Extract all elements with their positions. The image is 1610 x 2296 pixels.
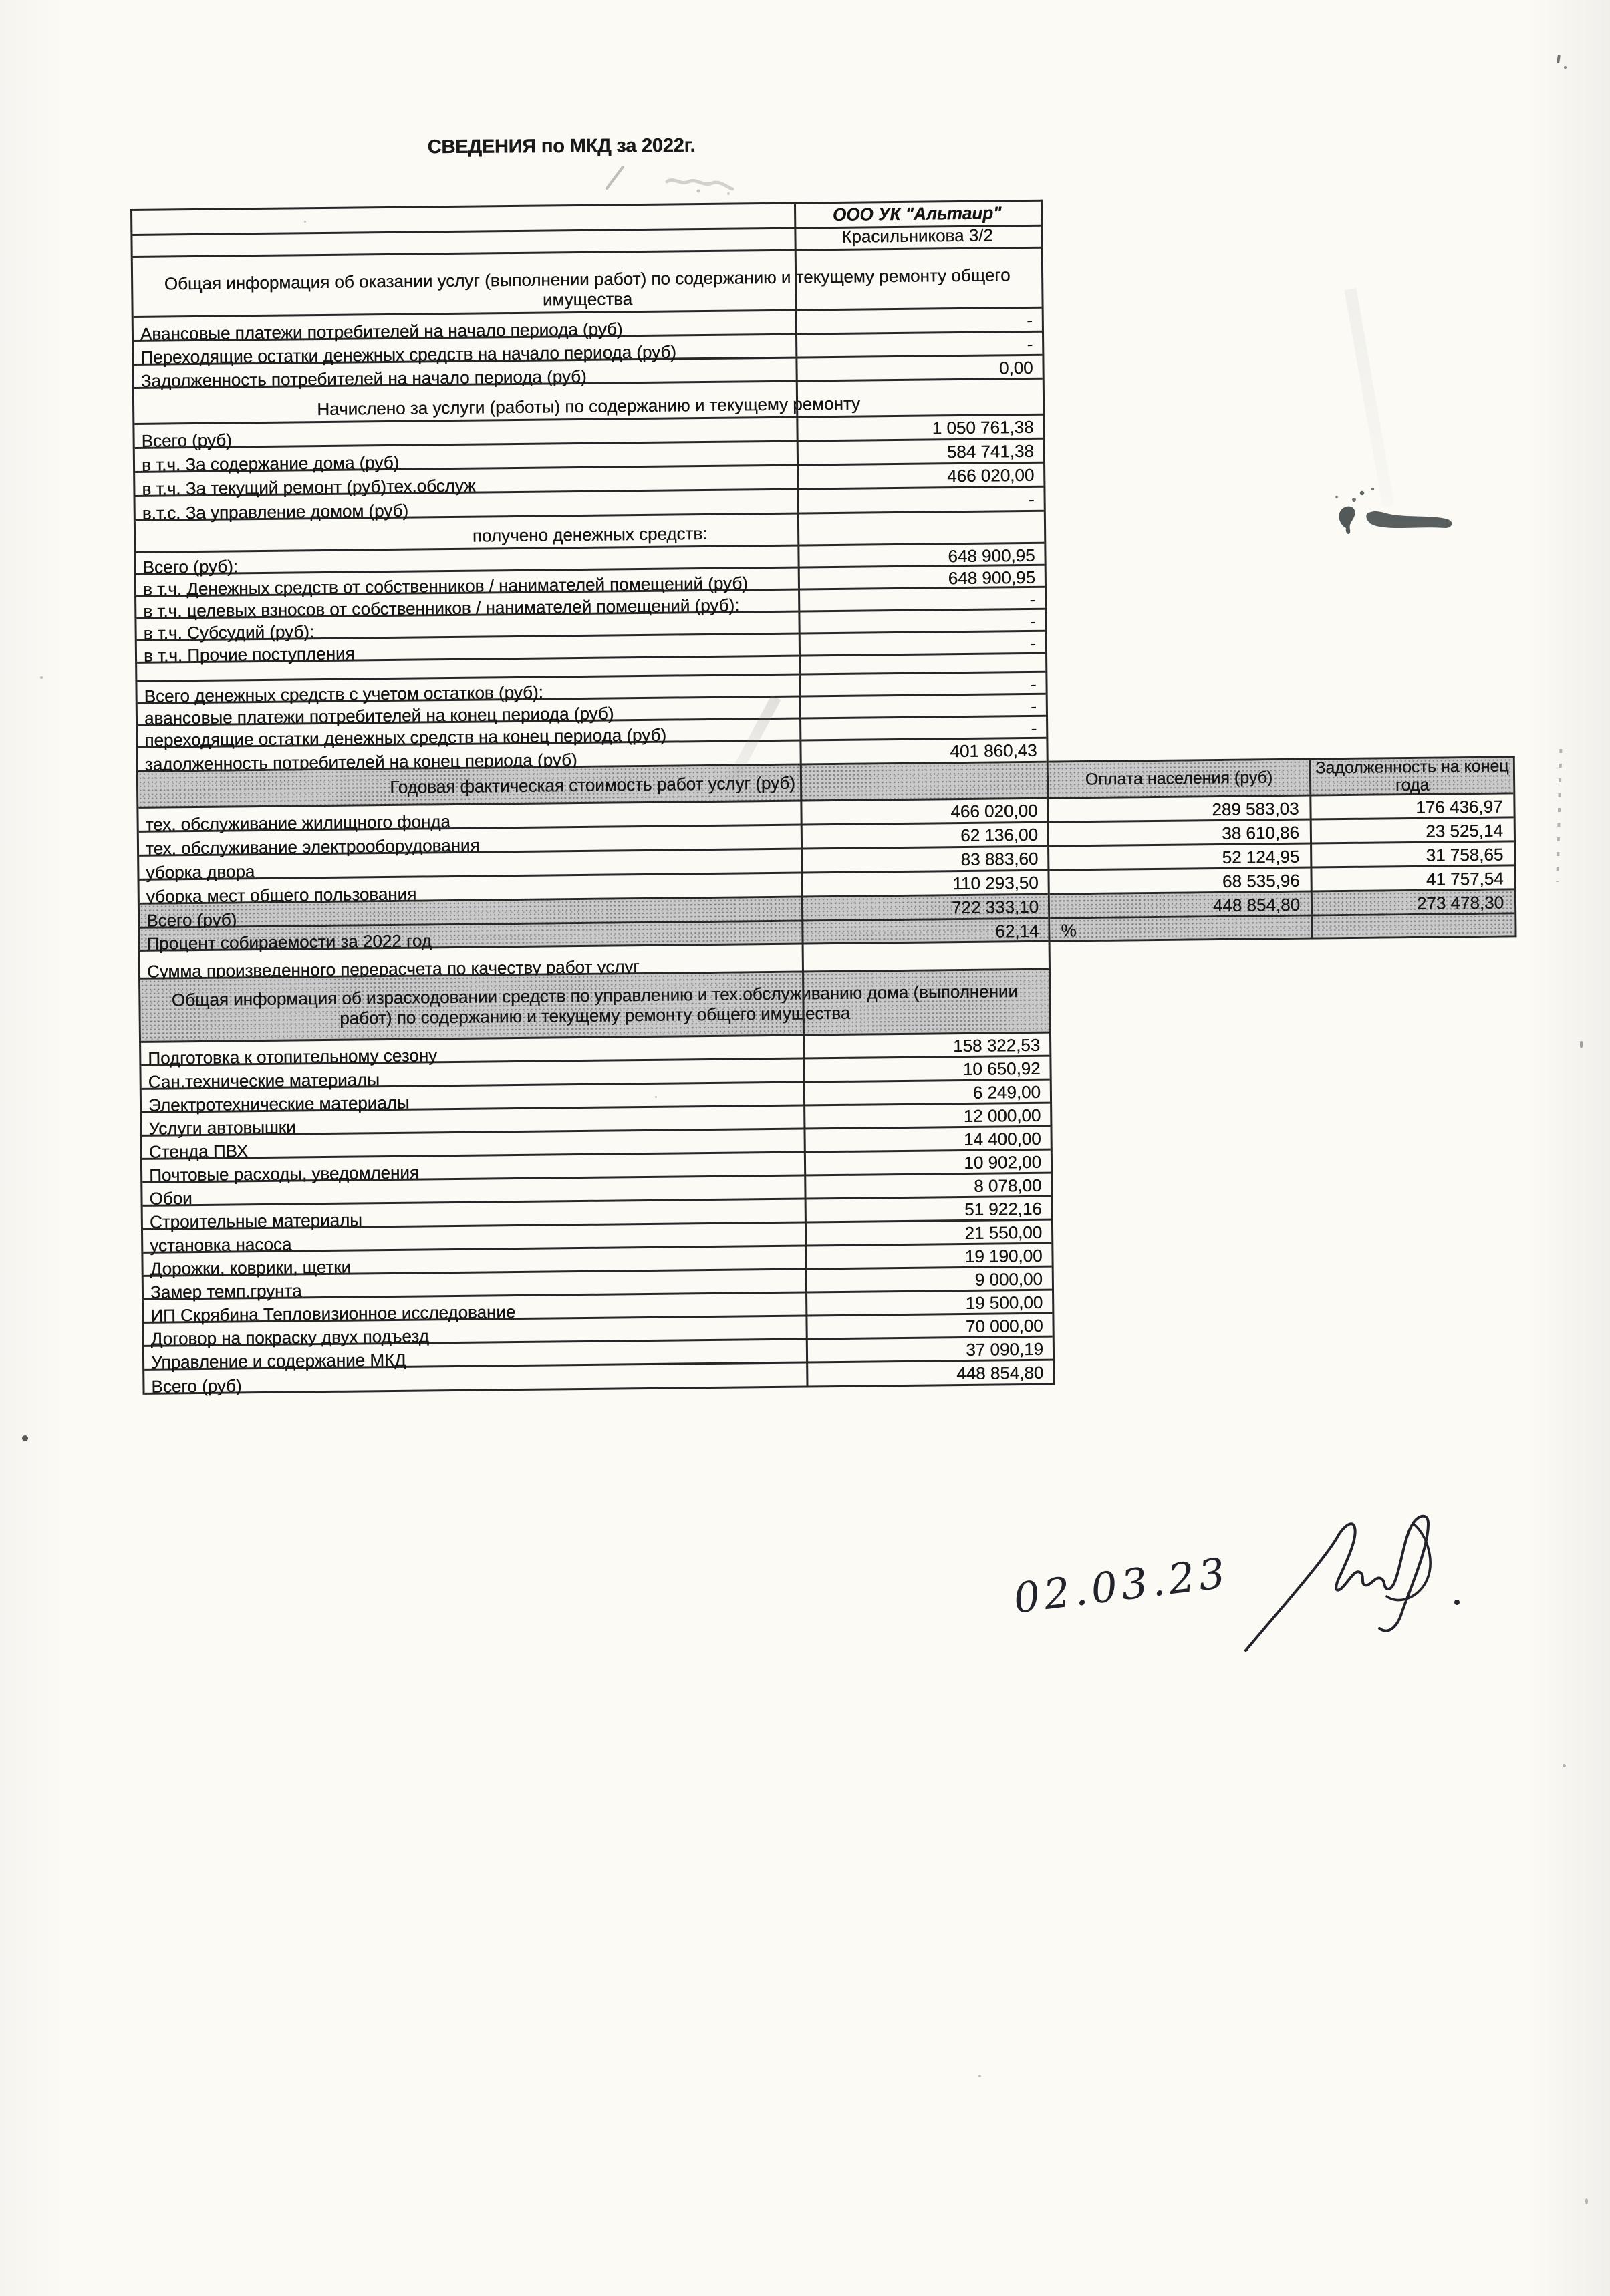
cell-value: 23 525,14: [1426, 820, 1504, 841]
row-value: 19 500,00: [965, 1292, 1043, 1314]
col-debt-header-cell: Задолженность на конец года: [1309, 756, 1514, 795]
column-header: Задолженность на конец года: [1315, 756, 1509, 795]
row-value: 0,00: [998, 357, 1033, 378]
handwritten-date: 02.03.23: [1011, 1548, 1232, 1623]
row-value: -: [1030, 674, 1037, 694]
row-label: Обои: [149, 1188, 192, 1209]
handwriting-block: 02.03.23: [956, 1490, 1530, 1694]
cell-value: 31 758,65: [1426, 844, 1504, 865]
cell-value: 52 124,95: [1222, 846, 1300, 867]
row-value: 722 333,10: [951, 896, 1039, 918]
extension-table: Оплата населения (руб) Задолженность на …: [1048, 756, 1517, 942]
row-value: 51 922,16: [964, 1198, 1042, 1220]
row-label: Всего (руб): [151, 1375, 242, 1397]
row-value: 466 020,00: [946, 464, 1035, 486]
row-value: 110 293,50: [952, 872, 1039, 894]
row-value: -: [1029, 611, 1036, 631]
row-label: уборка двора: [146, 861, 255, 883]
row-value: 448 854,80: [956, 1362, 1044, 1384]
row-value: 14 400,00: [963, 1128, 1041, 1150]
row-label: Всего (руб): [146, 909, 237, 931]
cell-value: 448 854,80: [1212, 894, 1301, 916]
row-value: 1 050 761,38: [932, 416, 1034, 438]
row-label: Стенда ПВХ: [148, 1141, 249, 1162]
row-value: 10 650,92: [962, 1058, 1041, 1080]
row-value: 70 000,00: [965, 1315, 1043, 1337]
section-header-row: Общая информация об оказании услуг (выпо…: [132, 248, 1042, 318]
row-value: 10 902,00: [964, 1151, 1042, 1173]
row-value: 83 883,60: [960, 848, 1039, 870]
row-value: 12 000,00: [963, 1105, 1041, 1127]
cell-value: 41 757,54: [1426, 868, 1504, 889]
org-name: ООО УК "Альтаир": [832, 202, 1002, 225]
row-value: -: [1028, 488, 1035, 509]
row-value: 648 900,95: [948, 567, 1035, 589]
cell-value: 289 583,03: [1212, 798, 1299, 820]
row-value: 37 090,19: [966, 1338, 1044, 1360]
extension-percent-row: %: [1050, 914, 1515, 942]
extension-header-row: Оплата населения (руб) Задолженность на …: [1048, 756, 1514, 799]
cell-value: 38 610,86: [1222, 822, 1300, 843]
row-value: 19 190,00: [964, 1245, 1043, 1267]
row-value: 6 249,00: [972, 1081, 1041, 1103]
row-value: 584 741,38: [946, 440, 1035, 462]
row-label: Всего (руб): [141, 430, 232, 451]
handwriting-svg: 02.03.23: [1011, 1514, 1460, 1652]
row-value: 158 322,53: [952, 1034, 1041, 1056]
row-value: -: [1026, 309, 1033, 330]
section-header: Общая информация об израсходовании средс…: [171, 981, 1019, 1028]
row-value: -: [1031, 696, 1037, 716]
row-value: -: [1031, 718, 1037, 738]
row-value: 21 550,00: [964, 1222, 1043, 1244]
main-table: ООО УК "Альтаир" Красильникова 3/2 Общая…: [130, 199, 1055, 1397]
row-value: 401 860,43: [950, 740, 1037, 762]
section-header: Годовая фактическая стоимость работ услу…: [390, 772, 795, 797]
cell-value: 176 436,97: [1416, 796, 1503, 817]
row-value: 648 900,95: [948, 545, 1035, 567]
percent-unit: %: [1061, 920, 1077, 941]
cell-value: 68 535,96: [1222, 870, 1300, 891]
section-header: Общая информация об оказании услуг (выпо…: [164, 265, 1011, 310]
row-value: -: [1030, 633, 1037, 654]
section-header-row: Общая информация об израсходовании средс…: [140, 970, 1049, 1043]
row-value: -: [1029, 589, 1036, 609]
cell-value: 273 478,30: [1416, 892, 1504, 913]
row-value: 8 078,00: [974, 1175, 1042, 1196]
row-value: 9 000,00: [974, 1268, 1043, 1290]
row-value: 62,14: [995, 920, 1039, 942]
org-address: Красильникова 3/2: [841, 225, 993, 247]
row-value: -: [1027, 333, 1033, 354]
column-header: Оплата населения (руб): [1085, 768, 1273, 789]
row-value: 62 136,00: [960, 824, 1039, 846]
col-payment-header-cell: Оплата населения (руб): [1048, 760, 1310, 797]
row-label: Всего (руб):: [142, 556, 239, 577]
signature: [1244, 1514, 1460, 1652]
row-value: 466 020,00: [950, 800, 1038, 822]
